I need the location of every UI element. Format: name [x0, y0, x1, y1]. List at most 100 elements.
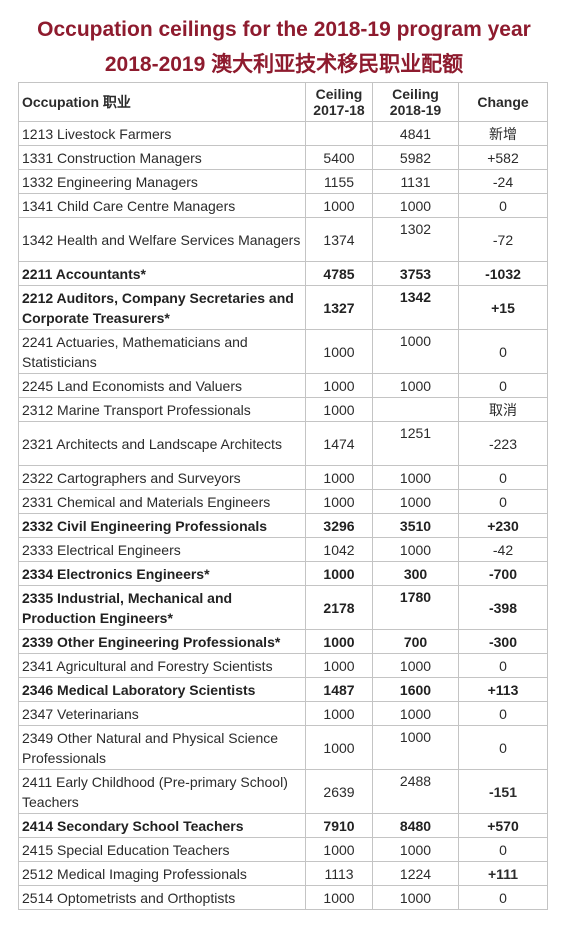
- table-cell: 2331 Chemical and Materials Engineers: [18, 489, 306, 514]
- table-cell: 1000: [305, 885, 373, 910]
- table-cell: 700: [372, 629, 459, 654]
- table-row: 1332 Engineering Managers 1155 1131 -24: [18, 169, 548, 194]
- table-cell: -223: [458, 421, 548, 466]
- table: Occupation 职业 Ceiling 2017-18 Ceiling 2018…: [18, 82, 548, 910]
- table-cell: 1000: [305, 725, 373, 770]
- title: Occupation ceilings for the 2018-19 prog…: [37, 18, 531, 41]
- subtitle: 2018-2019 澳大利亚技术移民职业配额: [104, 53, 464, 76]
- table-cell: 0: [458, 701, 548, 726]
- table-row: 2415 Special Education Teachers 1000 1000 0: [18, 837, 548, 862]
- table-cell: 0: [458, 465, 548, 490]
- table-cell: 7910: [305, 813, 373, 838]
- table-row: 2322 Cartographers and Surveyors 1000 1000…: [18, 465, 548, 490]
- table-row: 2346 Medical Laboratory Scientists 1487 16…: [18, 677, 548, 702]
- table-row: 2341 Agricultural and Forestry Scientist…: [18, 653, 548, 678]
- table-cell: 1042: [305, 537, 373, 562]
- table-cell: 1000: [372, 653, 459, 678]
- table-cell: 1327: [305, 285, 373, 330]
- table-cell: -151: [458, 769, 548, 814]
- table-cell: 1000: [372, 837, 459, 862]
- table-cell: 1000: [372, 701, 459, 726]
- table-row: 2212 Auditors, Company Secretaries and C…: [18, 285, 548, 330]
- table-cell: 1000: [372, 725, 459, 770]
- table-row: 2321 Architects and Landscape Architects…: [18, 421, 548, 466]
- table-cell: 2488: [372, 769, 459, 814]
- table-cell: 1302: [372, 217, 459, 262]
- table-cell: 1000: [305, 329, 373, 374]
- table-cell: 2334 Electronics Engineers*: [18, 561, 306, 586]
- table-row: 1331 Construction Managers 5400 5982 +582: [18, 145, 548, 170]
- table-cell: -1032: [458, 261, 548, 286]
- table-cell: 2512 Medical Imaging Professionals: [18, 861, 306, 886]
- table-cell: 2349 Other Natural and Physical Science …: [18, 725, 306, 770]
- table-cell: 3753: [372, 261, 459, 286]
- table-cell: +111: [458, 861, 548, 886]
- table-cell: 1342: [372, 285, 459, 330]
- table-cell: 1000: [305, 653, 373, 678]
- table-cell: -42: [458, 537, 548, 562]
- table-row: 2414 Secondary School Teachers 7910 8480 +5…: [18, 813, 548, 838]
- table-cell: 300: [372, 561, 459, 586]
- table-cell: 0: [458, 725, 548, 770]
- table-cell: 2411 Early Childhood (Pre-primary School…: [18, 769, 306, 814]
- table-cell: 2333 Electrical Engineers: [18, 537, 306, 562]
- table-cell: 新增: [458, 121, 548, 146]
- table-cell: 1374: [305, 217, 373, 262]
- column-header: Occupation 职业: [18, 82, 306, 122]
- column-header: Ceiling 2018-19: [372, 82, 459, 122]
- table-cell: 0: [458, 373, 548, 398]
- table-row: 2512 Medical Imaging Professionals 1113 12…: [18, 861, 548, 886]
- table-cell: 2211 Accountants*: [18, 261, 306, 286]
- table-row: 2334 Electronics Engineers* 1000 300 -700: [18, 561, 548, 586]
- table-cell: 1000: [305, 193, 373, 218]
- table-cell: [372, 397, 459, 422]
- table-cell: 2415 Special Education Teachers: [18, 837, 306, 862]
- table-cell: -24: [458, 169, 548, 194]
- table-cell: 5400: [305, 145, 373, 170]
- table-cell: 1113: [305, 861, 373, 886]
- table-cell: 1000: [372, 465, 459, 490]
- table-cell: +15: [458, 285, 548, 330]
- table-row: 2347 Veterinarians 1000 1000 0: [18, 701, 548, 726]
- table-cell: 4841: [372, 121, 459, 146]
- table-cell: 1000: [305, 701, 373, 726]
- table-cell: 1780: [372, 585, 459, 630]
- table-row: 2514 Optometrists and Orthoptists 1000 100…: [18, 885, 548, 910]
- table-cell: -700: [458, 561, 548, 586]
- table-cell: 1000: [372, 537, 459, 562]
- table-row: 2331 Chemical and Materials Engineers 100…: [18, 489, 548, 514]
- table-cell: +570: [458, 813, 548, 838]
- table-cell: 1224: [372, 861, 459, 886]
- table-cell: 1000: [305, 465, 373, 490]
- table-cell: +582: [458, 145, 548, 170]
- table-row: 2332 Civil Engineering Professionals 3296…: [18, 513, 548, 538]
- table-cell: 1251: [372, 421, 459, 466]
- table-cell: 1342 Health and Welfare Services Manager…: [18, 217, 306, 262]
- table-cell: 1000: [372, 489, 459, 514]
- table-row: 2349 Other Natural and Physical Science …: [18, 725, 548, 770]
- column-header: Change: [458, 82, 548, 122]
- table-cell: 1332 Engineering Managers: [18, 169, 306, 194]
- table-cell: 2322 Cartographers and Surveyors: [18, 465, 306, 490]
- table-cell: 0: [458, 489, 548, 514]
- table-cell: 1000: [305, 397, 373, 422]
- table-cell: 1600: [372, 677, 459, 702]
- table-cell: 1341 Child Care Centre Managers: [18, 193, 306, 218]
- table-cell: 2241 Actuaries, Mathematicians and Stati…: [18, 329, 306, 374]
- table-cell: 1331 Construction Managers: [18, 145, 306, 170]
- table-cell: 2346 Medical Laboratory Scientists: [18, 677, 306, 702]
- table-cell: 2321 Architects and Landscape Architects: [18, 421, 306, 466]
- table-cell: 0: [458, 837, 548, 862]
- table-cell: +230: [458, 513, 548, 538]
- table-cell: +113: [458, 677, 548, 702]
- header-row: Occupation 职业 Ceiling 2017-18 Ceiling 2018…: [18, 82, 548, 122]
- table-cell: 1000: [305, 373, 373, 398]
- table-cell: 1000: [305, 561, 373, 586]
- table-cell: 0: [458, 193, 548, 218]
- table-cell: 3296: [305, 513, 373, 538]
- table-cell: 1000: [372, 885, 459, 910]
- table-row: 1341 Child Care Centre Managers 1000 1000 0: [18, 193, 548, 218]
- table-cell: 2212 Auditors, Company Secretaries and C…: [18, 285, 306, 330]
- table-row: 2339 Other Engineering Professionals* 100…: [18, 629, 548, 654]
- table-cell: 2312 Marine Transport Professionals: [18, 397, 306, 422]
